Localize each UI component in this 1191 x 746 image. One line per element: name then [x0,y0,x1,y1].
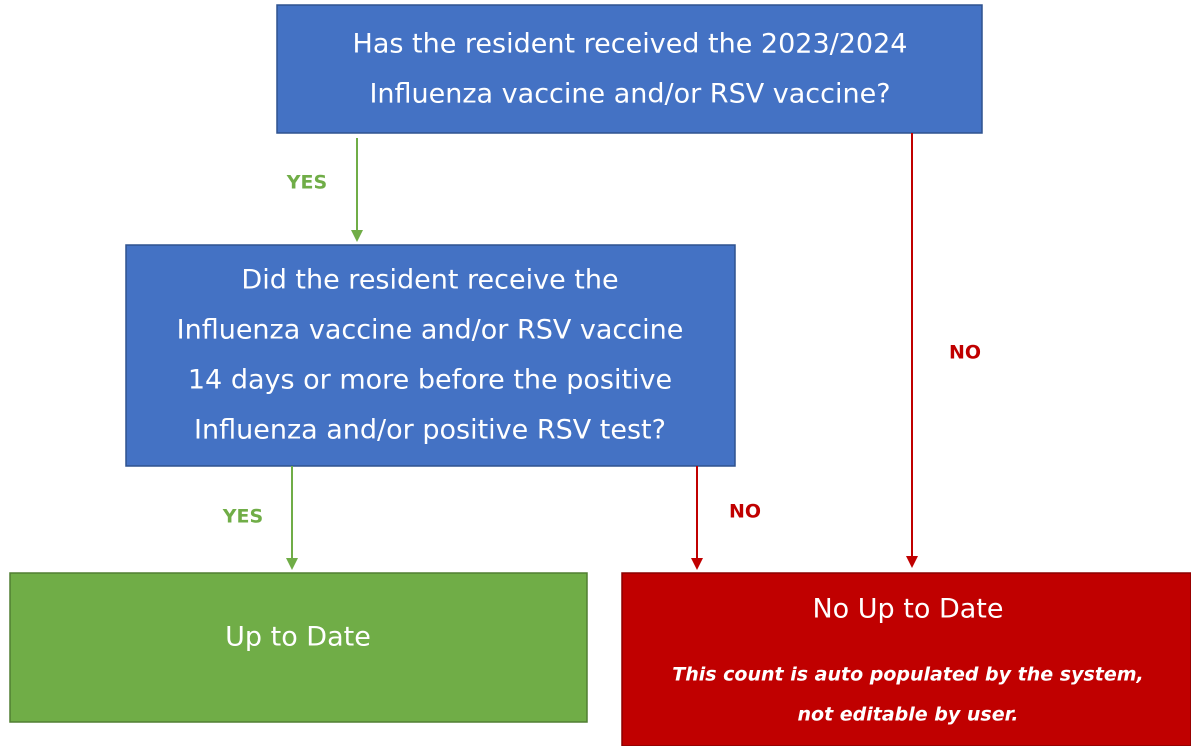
arrowhead [906,556,918,568]
question-box [125,244,736,467]
edge-label: YES [286,172,327,194]
node-text: Has the resident received the 2023/2024 [353,29,908,60]
node-note: not editable by user. [798,704,1019,726]
question-box [276,4,983,134]
node-text: Influenza vaccine and/or RSV vaccine [177,315,684,346]
node-text: 14 days or more before the positive [188,365,672,396]
arrowhead [286,558,298,570]
result-box [621,572,1191,746]
edge-label: NO [729,501,761,523]
edge-label: YES [222,506,263,528]
edge-label: NO [949,342,981,364]
node-text: Influenza vaccine and/or RSV vaccine? [369,79,890,110]
arrowhead [351,230,363,242]
node-text: Up to Date [225,622,371,653]
node-text: No Up to Date [812,594,1003,625]
result-box [9,572,588,723]
node-note: This count is auto populated by the syst… [672,664,1144,686]
node-text: Did the resident receive the [241,265,618,296]
arrowhead [691,558,703,570]
node-text: Influenza and/or positive RSV test? [194,415,666,446]
